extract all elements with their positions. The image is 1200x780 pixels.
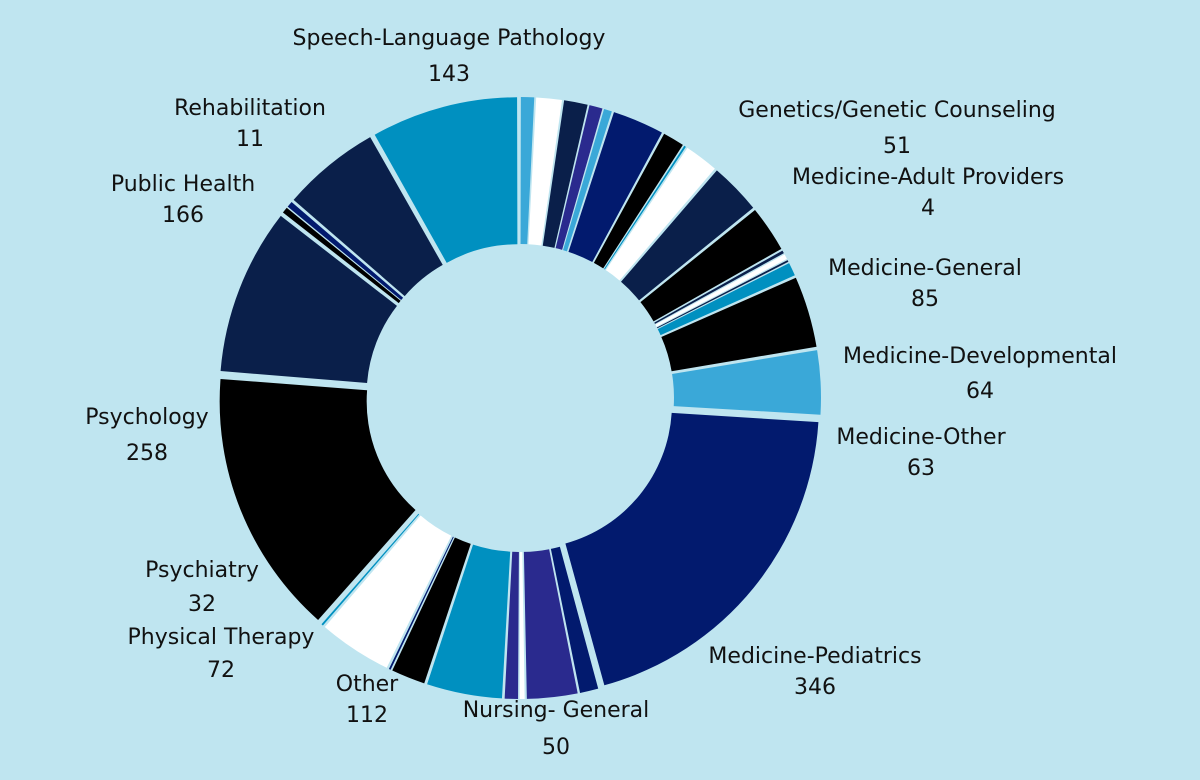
value-medicine-general: 85 [911,287,939,312]
slice-11 [654,250,784,324]
slice-31 [293,137,443,297]
label-genetics-genetic-counseling: Genetics/Genetic Counseling [738,98,1056,123]
slice-17 [565,412,819,686]
slice-0 [520,97,535,245]
slice-15 [661,277,817,372]
slice-3 [555,105,603,250]
slice-28 [220,215,397,383]
label-rehabilitation: Rehabilitation [174,96,326,121]
slice-16 [672,350,821,415]
value-rehabilitation: 11 [236,127,264,152]
slice-8 [605,147,715,281]
value-nursing-general: 50 [542,735,570,760]
label-medicine-general: Medicine-General [828,256,1022,281]
slices-group [219,97,821,700]
slice-19 [523,549,578,699]
label-public-health: Public Health [111,172,255,197]
slice-14 [657,263,795,336]
value-speech-language-pathology: 143 [428,62,470,87]
label-nursing-general: Nursing- General [463,698,650,723]
label-psychiatry: Psychiatry [145,558,259,583]
slice-21 [504,551,519,699]
slice-5 [568,112,662,263]
label-medicine-other: Medicine-Other [836,425,1006,450]
slice-22 [427,544,511,699]
slice-13 [656,260,789,329]
label-psychology: Psychology [85,405,208,430]
slice-10 [640,209,782,322]
slice-23 [392,537,471,684]
slice-26 [321,513,420,626]
slice-12 [655,254,787,327]
label-physical-therapy: Physical Therapy [128,625,315,650]
slice-9 [621,170,754,301]
slice-27 [219,378,416,620]
value-other: 112 [346,703,388,728]
value-medicine-pediatrics: 346 [794,675,836,700]
slice-1 [528,97,563,246]
slice-30 [287,201,404,301]
value-medicine-adult-providers: 4 [921,196,935,221]
label-speech-language-pathology: Speech-Language Pathology [293,26,606,51]
slice-32 [374,97,518,263]
slice-24 [388,536,454,670]
label-other: Other [336,672,399,697]
slice-6 [593,133,683,269]
slice-20 [519,551,525,700]
label-medicine-adult-providers: Medicine-Adult Providers [792,165,1064,190]
slice-7 [604,145,686,270]
label-medicine-pediatrics: Medicine-Pediatrics [708,644,921,669]
slice-18 [550,546,599,693]
value-genetics-genetic-counseling: 51 [883,134,911,159]
value-medicine-other: 63 [907,456,935,481]
labels-group: Speech-Language Pathology 143 Genetics/G… [85,26,1117,760]
value-medicine-developmental: 64 [966,379,994,404]
slice-2 [542,100,588,248]
value-physical-therapy: 72 [207,658,235,683]
slice-29 [282,207,401,304]
value-public-health: 166 [162,203,204,228]
value-psychiatry: 32 [188,592,216,617]
slice-4 [563,108,612,252]
label-medicine-developmental: Medicine-Developmental [843,344,1117,369]
slice-25 [324,515,452,668]
value-psychology: 258 [126,441,168,466]
